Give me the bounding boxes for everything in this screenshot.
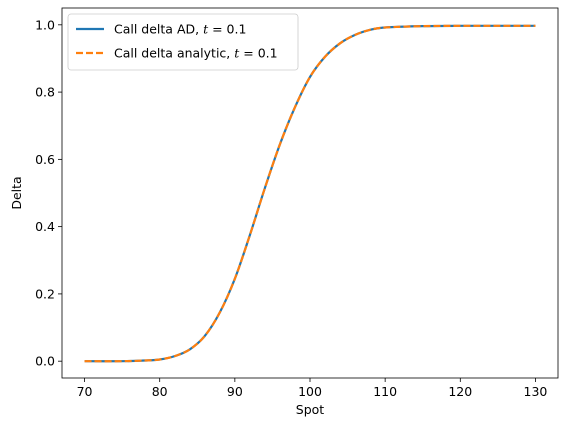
legend-box bbox=[67, 13, 299, 71]
plot-lines bbox=[84, 24, 536, 363]
y-tick-label: 0.8 bbox=[35, 85, 55, 100]
y-tick-label: 0.2 bbox=[35, 286, 55, 301]
x-tick-label: 100 bbox=[298, 384, 322, 399]
x-axis: 70 80 90 100 110 120 130 bbox=[77, 378, 548, 399]
legend-label: Call delta analytic, t = 0.1 bbox=[114, 46, 278, 61]
y-tick-label: 0.4 bbox=[35, 219, 55, 234]
y-axis: 0.0 0.2 0.4 0.6 0.8 1.0 bbox=[35, 17, 62, 369]
x-tick-label: 130 bbox=[524, 384, 548, 399]
y-tick-label: 1.0 bbox=[35, 17, 55, 32]
y-tick-label: 0.0 bbox=[35, 354, 55, 369]
x-tick-label: 110 bbox=[373, 384, 397, 399]
x-tick-label: 70 bbox=[77, 384, 93, 399]
x-tick-label: 90 bbox=[227, 384, 243, 399]
legend: Call delta AD, t = 0.1 Call delta analyti… bbox=[67, 13, 299, 71]
x-axis-label: Spot bbox=[296, 402, 325, 417]
series-line-ad bbox=[84, 24, 536, 363]
x-tick-label: 80 bbox=[152, 384, 168, 399]
y-axis-label: Delta bbox=[9, 176, 24, 209]
y-tick-label: 0.6 bbox=[35, 152, 55, 167]
legend-label: Call delta AD, t = 0.1 bbox=[114, 22, 246, 37]
series-line-analytic bbox=[84, 24, 536, 363]
x-tick-label: 120 bbox=[448, 384, 472, 399]
